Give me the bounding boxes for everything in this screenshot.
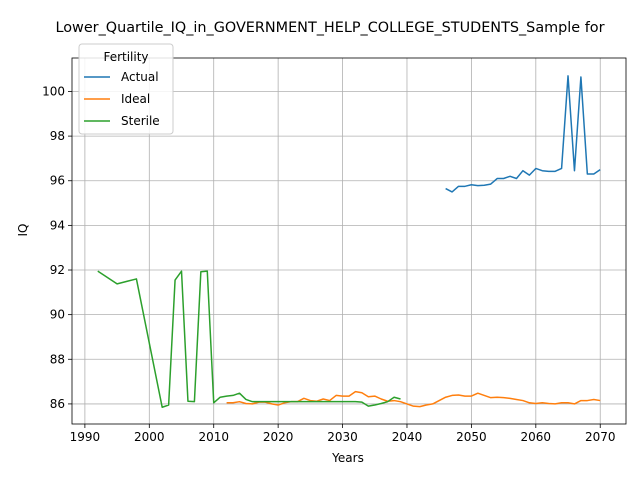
x-tick-label: 2040 [392, 430, 423, 444]
y-tick-label: 94 [50, 218, 65, 232]
x-tick-label: 2050 [456, 430, 487, 444]
series-line-sterile [97, 270, 401, 409]
y-tick-label: 90 [50, 308, 65, 322]
y-tick-label: 98 [50, 129, 65, 143]
legend-label-sterile: Sterile [121, 114, 160, 128]
legend-items: Actual Ideal Sterile [84, 70, 160, 128]
x-tick-label: 2000 [134, 430, 165, 444]
legend: Fertility Actual Ideal Sterile [78, 43, 174, 135]
y-tick-label: 100 [42, 84, 65, 98]
legend-label-ideal: Ideal [121, 92, 150, 106]
x-axis-label: Years [331, 451, 364, 465]
x-tick-label: 2070 [585, 430, 616, 444]
x-tick-label: 2060 [521, 430, 552, 444]
series-line-actual [445, 75, 601, 193]
y-tick-label: 96 [50, 174, 65, 188]
legend-label-actual: Actual [121, 70, 159, 84]
y-tick-label: 88 [50, 352, 65, 366]
chart-title: Lower_Quartile_IQ_in_GOVERNMENT_HELP_COL… [55, 20, 604, 36]
y-tick-label: 92 [50, 263, 65, 277]
x-tick-label: 2020 [263, 430, 294, 444]
legend-box [78, 43, 174, 135]
x-tick-label: 1990 [70, 430, 101, 444]
x-tick-label: 2030 [327, 430, 358, 444]
x-tick-label: 2010 [198, 430, 229, 444]
y-axis-ticks: 86 88 90 92 94 96 98 100 [42, 84, 72, 411]
legend-title: Fertility [103, 50, 148, 64]
x-axis-ticks: 1990 2000 2010 2020 2030 2040 2050 2060 2070 [70, 424, 616, 444]
series-lines [97, 75, 601, 409]
y-axis-label: IQ [16, 224, 30, 237]
plot-frame [71, 57, 627, 425]
y-tick-label: 86 [50, 397, 65, 411]
